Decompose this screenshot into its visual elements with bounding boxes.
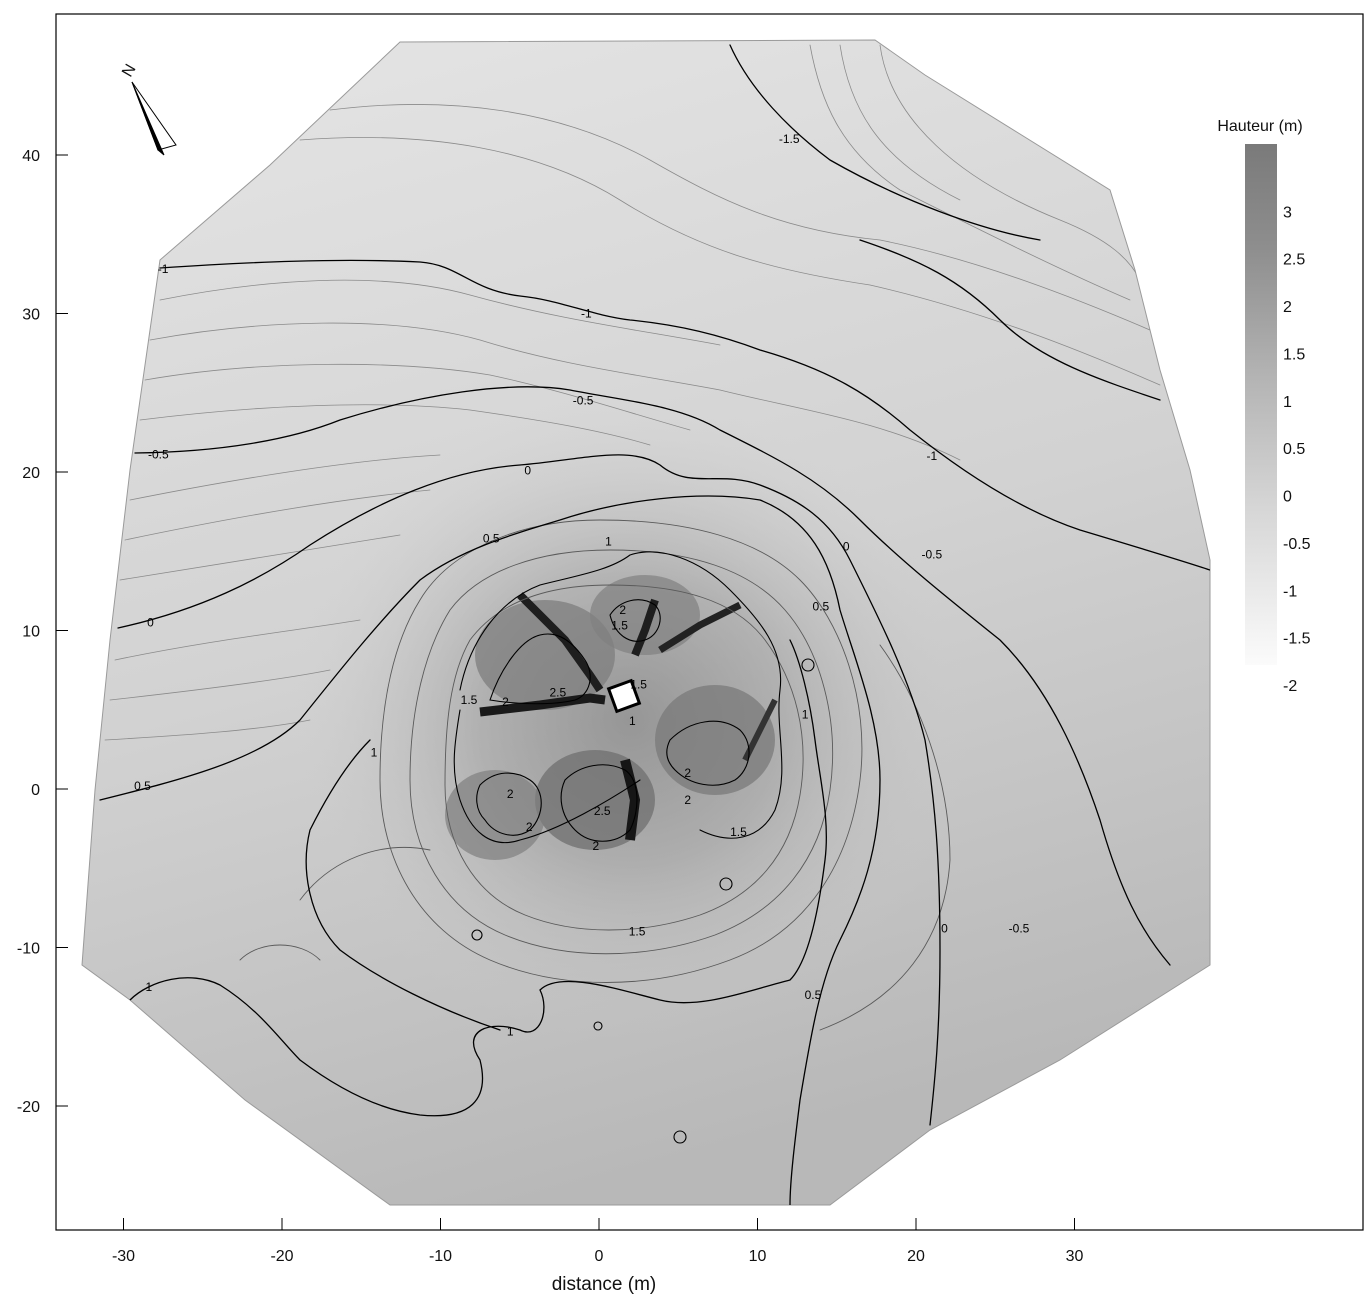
legend-colorbar — [1245, 144, 1277, 665]
contour-label: 1.5 — [461, 693, 478, 707]
contour-2-n — [609, 599, 661, 642]
contour-2-nw — [489, 633, 591, 705]
trench-ne — [658, 601, 742, 653]
contour-2-e — [666, 720, 750, 786]
y-tick-label: 10 — [22, 624, 40, 641]
contour-label: 2.5 — [549, 685, 566, 699]
contour-label: 1 — [507, 1025, 514, 1039]
x-tick-label: -30 — [112, 1248, 135, 1265]
contour-label: 2.5 — [594, 804, 611, 818]
small-hollow-5 — [673, 1130, 687, 1144]
contour-label: -0.5 — [573, 394, 594, 408]
legend-label: 2 — [1283, 299, 1292, 316]
legend-label: 0.5 — [1283, 441, 1305, 458]
contour-neg1-5 — [729, 44, 1041, 241]
y-tick-label: -10 — [17, 941, 40, 958]
x-axis-title: distance (m) — [552, 1274, 657, 1294]
legend-label: 3 — [1283, 204, 1292, 221]
small-hollow-4 — [593, 1021, 603, 1031]
contour-label: 2 — [684, 793, 691, 807]
y-tick-label: 30 — [22, 307, 40, 324]
legend-label: 0 — [1283, 489, 1292, 506]
x-tick-label: -10 — [429, 1248, 452, 1265]
legend-label: 1.5 — [1283, 346, 1305, 363]
mound-lobe-nw — [475, 600, 615, 710]
contour-label: -1 — [158, 262, 169, 276]
contour-2-s — [560, 764, 638, 842]
contour-label: -1 — [927, 449, 938, 463]
contour-label: 1.5 — [630, 677, 647, 691]
contour-label: 0.5 — [134, 779, 151, 793]
survey-surface — [82, 40, 1210, 1205]
contour-label: 1 — [146, 980, 153, 994]
trench-n — [631, 598, 659, 657]
mound-lobe-e — [655, 685, 775, 795]
contour-label: 1.5 — [629, 925, 646, 939]
contour-label: 2 — [507, 787, 514, 801]
legend-label: 1 — [1283, 394, 1292, 411]
y-tick-label: 20 — [22, 465, 40, 482]
contour-1 — [129, 639, 827, 1117]
contour-label: 1.5 — [730, 825, 747, 839]
x-axis: -30 -20 -10 0 10 20 30 — [112, 1218, 1084, 1265]
contour-label: 0.5 — [805, 988, 822, 1002]
contour-label: 1 — [629, 714, 636, 728]
height-legend: Hauteur (m) 3 2.5 2 1.5 1 0.5 0 -0.5 -1 -1.5 -2 — [1217, 118, 1310, 695]
contour-label: 2 — [684, 766, 691, 780]
x-tick-label: 30 — [1066, 1248, 1084, 1265]
small-hollow-3 — [471, 929, 483, 941]
legend-label: -0.5 — [1283, 536, 1311, 553]
contour-0 — [117, 454, 941, 1126]
contour-label: 1 — [802, 708, 809, 722]
y-tick-label: 0 — [31, 782, 40, 799]
small-hollow-2 — [719, 877, 733, 891]
trench-nw — [517, 592, 604, 693]
legend-label: -1.5 — [1283, 631, 1311, 648]
contour-label: 0.5 — [483, 532, 500, 546]
legend-title: Hauteur (m) — [1217, 118, 1302, 135]
trench-e — [742, 698, 778, 762]
contour-label: 0.5 — [813, 600, 830, 614]
contour-label: -0.5 — [148, 448, 169, 462]
contour-label: -1 — [581, 307, 592, 321]
y-axis: 40 30 20 10 0 -10 -20 — [17, 148, 68, 1116]
legend-labels: 3 2.5 2 1.5 1 0.5 0 -0.5 -1 -1.5 -2 — [1283, 204, 1311, 695]
contour-label: 2 — [526, 820, 533, 834]
mound-lobe-sw — [445, 770, 545, 860]
x-tick-label: 20 — [907, 1248, 925, 1265]
contour-label: 1.5 — [611, 619, 628, 633]
contour-lines — [99, 44, 1210, 1205]
contour-2-sw — [476, 772, 542, 836]
mound-lobe-n — [590, 575, 700, 655]
contour-label: 0 — [941, 921, 948, 935]
survey-boundary — [81, 39, 1211, 1206]
legend-label: -1 — [1283, 583, 1297, 600]
contour-label: 2 — [592, 839, 599, 853]
legend-label: 2.5 — [1283, 252, 1305, 269]
contour-label: 2 — [502, 695, 509, 709]
contour-label: 0 — [843, 539, 850, 553]
central-pit — [606, 678, 642, 714]
contour-label: 2 — [619, 603, 626, 617]
x-tick-label: 10 — [749, 1248, 767, 1265]
contour-label: -0.5 — [922, 547, 943, 561]
contour-0-5 — [99, 495, 881, 1205]
contour-label: -0.5 — [1009, 921, 1030, 935]
contour-labels: -1.5 -1 -1 -1 -0.5 -0.5 -0.5 -0.5 0 0 0 0 0.5 0.5 0.5 0… — [134, 132, 1030, 1038]
x-tick-label: 0 — [595, 1248, 604, 1265]
contour-label: -1.5 — [779, 132, 800, 146]
contour-neg1 — [159, 239, 1210, 571]
contour-label: 1 — [371, 746, 378, 760]
contour-label: 1 — [605, 535, 612, 549]
y-tick-label: -20 — [17, 1099, 40, 1116]
contour-neg0-5 — [134, 386, 1171, 966]
x-tick-label: -20 — [270, 1248, 293, 1265]
contour-1-5-outer — [453, 551, 783, 844]
small-hollow-1 — [801, 658, 815, 672]
y-tick-label: 40 — [22, 148, 40, 165]
legend-label: -2 — [1283, 678, 1297, 695]
contour-label: 0 — [524, 463, 531, 477]
contour-label: 0 — [147, 616, 154, 630]
